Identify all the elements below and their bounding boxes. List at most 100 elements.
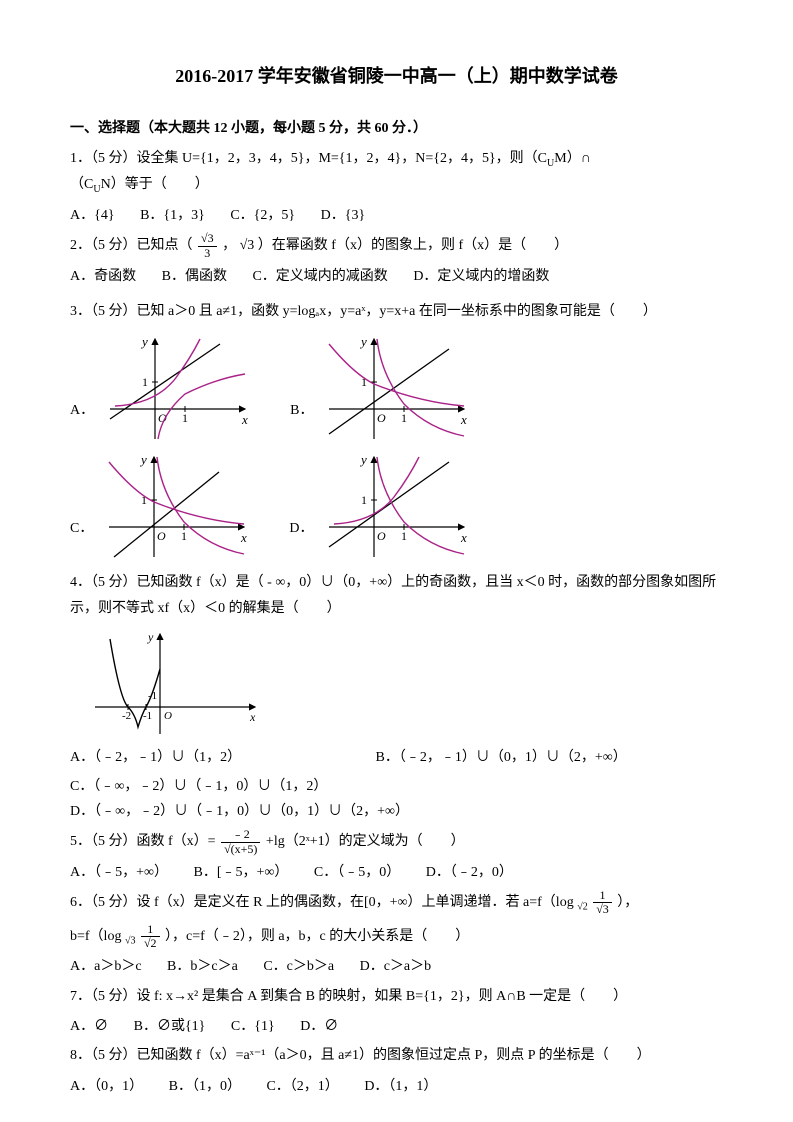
page-title: 2016-2017 学年安徽省铜陵一中高一（上）期中数学试卷 — [70, 60, 723, 92]
q5-frac: ﹣2√(x+5) — [221, 828, 260, 855]
q2-choice-a: A．奇函数 — [70, 264, 136, 289]
q6-choices: A．a＞b＞c B．b＞c＞a C．c＞b＞a D．c＞a＞b — [70, 954, 723, 979]
svg-text:1: 1 — [401, 411, 407, 425]
svg-text:O: O — [164, 710, 172, 722]
q6-sub1: √2 — [577, 902, 588, 913]
q6-stem: 6．（5 分）设 f（x）是定义在 R 上的偶函数，在[0，+∞）上单调递增．若… — [70, 889, 723, 917]
q8-stem: 8．（5 分）已知函数 f（x）=aˣ⁻¹（a＞0，且 a≠1）的图象恒过定点 … — [70, 1043, 723, 1070]
q5-a: 5．（5 分）函数 f（x）= — [70, 834, 216, 849]
svg-text:1: 1 — [142, 375, 148, 389]
q3-graph-d: D． x y O 1 1 — [289, 452, 469, 562]
svg-text:x: x — [241, 412, 248, 427]
q7-cb: B．∅或{1} — [134, 1014, 206, 1039]
q6-frac2: 1√2 — [141, 923, 160, 950]
q4-svg: x y O -1 -2 -1 — [90, 629, 260, 739]
q8-cc: C．（2，1） — [266, 1074, 338, 1099]
graph-b-svg: x y O 1 1 — [319, 334, 469, 444]
q5-choices: A．（﹣5，+∞） B．[﹣5，+∞） C．（﹣5，0） D．（﹣2，0） — [70, 860, 723, 885]
svg-text:1: 1 — [361, 493, 367, 507]
q6-stem2: b=f（log √3 1√2 ），c=f（﹣2），则 a，b，c 的大小关系是（… — [70, 923, 723, 951]
q3-row2: C． x y O 1 1 D． x y O 1 1 — [70, 452, 723, 562]
q1-choice-a: A．{4} — [70, 203, 115, 228]
q4-choices2: C．（﹣∞，﹣2）∪（﹣1，0）∪（1，2） D．（﹣∞，﹣2）∪（﹣1，0）∪… — [70, 774, 723, 824]
q3-label-d: D． — [289, 516, 313, 541]
q3-row1: A． x y O 1 1 B． x y O 1 — [70, 334, 723, 444]
q3-graph-c: C． x y O 1 1 — [70, 452, 249, 562]
q4-choices1: A．（﹣2，﹣1）∪（1，2） B．（﹣2，﹣1）∪（0，1）∪（2，+∞） — [70, 745, 723, 770]
svg-text:x: x — [460, 530, 467, 545]
q1-text-c: N）等于（ ） — [101, 177, 209, 192]
q1-text-a: 1．（5 分）设全集 U={1，2，3，4，5}，M={1，2，4}，N={2，… — [70, 151, 547, 166]
q1-choice-b: B．{1，3} — [140, 203, 205, 228]
svg-text:x: x — [460, 412, 467, 427]
q5-b: +lg（2ˣ+1）的定义域为（ ） — [266, 834, 465, 849]
q3-label-a: A． — [70, 398, 94, 423]
q3-stem: 3．（5 分）已知 a＞0 且 a≠1，函数 y=logₐx，y=aˣ，y=x+… — [70, 299, 723, 326]
svg-text:y: y — [359, 452, 367, 467]
graph-c-svg: x y O 1 1 — [99, 452, 249, 562]
q6-sub2: √3 — [125, 935, 136, 946]
q8-cb: B．（1，0） — [169, 1074, 241, 1099]
svg-text:x: x — [249, 710, 256, 724]
svg-text:O: O — [377, 411, 386, 425]
q1-stem: 1．（5 分）设全集 U={1，2，3，4，5}，M={1，2，4}，N={2，… — [70, 146, 723, 200]
q7-choices: A．∅ B．∅或{1} C．{1} D．∅ — [70, 1014, 723, 1039]
q6-cc: C．c＞b＞a — [263, 954, 334, 979]
q3-label-c: C． — [70, 516, 93, 541]
svg-text:O: O — [377, 529, 386, 543]
q1-choices: A．{4} B．{1，3} C．{2，5} D．{3} — [70, 203, 723, 228]
graph-a-svg: x y O 1 1 — [100, 334, 250, 444]
q6-cb: B．b＞c＞a — [167, 954, 238, 979]
q4-graph: x y O -1 -2 -1 — [90, 629, 723, 739]
q2-c: ）在幂函数 f（x）的图象上，则 f（x）是（ ） — [258, 238, 568, 253]
q8-ca: A．（0，1） — [70, 1074, 143, 1099]
svg-text:x: x — [240, 530, 247, 545]
q7-ca: A．∅ — [70, 1014, 108, 1039]
q3-graph-a: A． x y O 1 1 — [70, 334, 250, 444]
q3-graph-b: B． x y O 1 1 — [290, 334, 469, 444]
q2-choice-c: C．定义域内的减函数 — [252, 264, 387, 289]
q6-a: 6．（5 分）设 f（x）是定义在 R 上的偶函数，在[0，+∞）上单调递增．若… — [70, 895, 574, 910]
q4-stem: 4．（5 分）已知函数 f（x）是（ - ∞，0）∪（0，+∞）上的奇函数，且当… — [70, 570, 723, 623]
q8-choices: A．（0，1） B．（1，0） C．（2，1） D．（1，1） — [70, 1074, 723, 1099]
q6-cd: D．c＞a＞b — [360, 954, 432, 979]
q4-c: C．（﹣∞，﹣2）∪（﹣1，0）∪（1，2） — [70, 774, 350, 799]
q6-ca: A．a＞b＞c — [70, 954, 142, 979]
svg-text:y: y — [139, 452, 147, 467]
svg-text:O: O — [157, 529, 166, 543]
q4-a: A．（﹣2，﹣1）∪（1，2） — [70, 745, 350, 770]
q1-choice-c: C．{2，5} — [230, 203, 295, 228]
q2-choice-b: B．偶函数 — [162, 264, 227, 289]
q7-cd: D．∅ — [300, 1014, 338, 1039]
q5-stem: 5．（5 分）函数 f（x）= ﹣2√(x+5) +lg（2ˣ+1）的定义域为（… — [70, 828, 723, 856]
q8-cd: D．（1，1） — [364, 1074, 437, 1099]
q2-choices: A．奇函数 B．偶函数 C．定义域内的减函数 D．定义域内的增函数 — [70, 264, 723, 289]
q1-choice-d: D．{3} — [321, 203, 366, 228]
svg-text:1: 1 — [401, 529, 407, 543]
section-header: 一、选择题（本大题共 12 小题，每小题 5 分，共 60 分．） — [70, 116, 723, 141]
q2-a: 2．（5 分）已知点（ — [70, 238, 193, 253]
graph-d-svg: x y O 1 1 — [319, 452, 469, 562]
svg-text:y: y — [140, 334, 148, 349]
svg-text:-1: -1 — [143, 710, 152, 722]
svg-text:1: 1 — [182, 411, 188, 425]
q2-sqrt3: √3 — [240, 238, 255, 253]
svg-text:y: y — [147, 630, 154, 644]
q4-d: D．（﹣∞，﹣2）∪（﹣1，0）∪（0，1）∪（2，+∞） — [70, 799, 409, 824]
q2-choice-d: D．定义域内的增函数 — [413, 264, 549, 289]
svg-text:-2: -2 — [122, 710, 131, 722]
q3-label-b: B． — [290, 398, 313, 423]
q7-stem: 7．（5 分）设 f: x→x² 是集合 A 到集合 B 的映射，如果 B={1… — [70, 984, 723, 1011]
q2-b: ， — [222, 238, 236, 253]
svg-text:1: 1 — [181, 529, 187, 543]
sub-u2: U — [93, 184, 100, 195]
q6-c: b=f（log — [70, 929, 121, 944]
q5-ca: A．（﹣5，+∞） — [70, 860, 168, 885]
q6-frac1: 1√3 — [593, 889, 612, 916]
q2-frac: √33 — [198, 232, 217, 259]
q6-d: ），c=f（﹣2），则 a，b，c 的大小关系是（ ） — [165, 929, 469, 944]
q2-stem: 2．（5 分）已知点（ √33 ， √3 ）在幂函数 f（x）的图象上，则 f（… — [70, 232, 723, 260]
q5-cc: C．（﹣5，0） — [314, 860, 400, 885]
q4-b: B．（﹣2，﹣1）∪（0，1）∪（2，+∞） — [376, 745, 627, 770]
q6-b: ）， — [617, 895, 638, 910]
